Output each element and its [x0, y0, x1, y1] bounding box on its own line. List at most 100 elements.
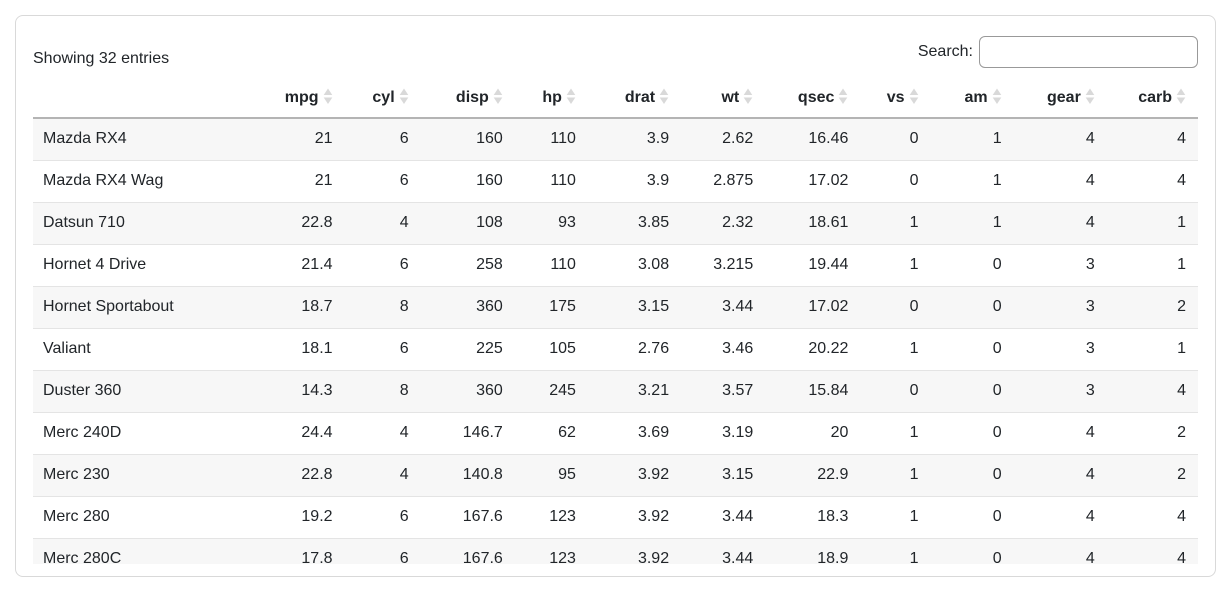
cell-am: 0	[930, 328, 1014, 371]
cell-qsec: 15.84	[765, 370, 861, 413]
cell-vs: 0	[860, 160, 931, 203]
cell-rowname: Hornet 4 Drive	[33, 244, 244, 287]
search-label: Search:	[917, 43, 973, 60]
cell-carb: 4	[1106, 370, 1198, 413]
cell-gear: 4	[1013, 118, 1107, 161]
cell-qsec: 18.9	[765, 538, 861, 564]
cell-qsec: 22.9	[765, 454, 861, 497]
column-header-disp[interactable]: disp	[420, 82, 515, 119]
sort-up-down-icon	[659, 88, 669, 104]
column-header-label: gear	[1047, 89, 1081, 106]
search-input[interactable]	[979, 36, 1198, 68]
cell-rowname: Valiant	[33, 328, 244, 371]
cell-cyl: 8	[344, 286, 421, 329]
cell-carb: 2	[1106, 454, 1198, 497]
cell-am: 0	[930, 538, 1014, 564]
cell-disp: 108	[420, 202, 515, 245]
cell-cyl: 6	[344, 328, 421, 371]
column-header-qsec[interactable]: qsec	[765, 82, 861, 119]
cell-vs: 0	[860, 118, 931, 161]
cell-drat: 3.9	[587, 118, 682, 161]
cell-am: 0	[930, 454, 1014, 497]
cell-hp: 123	[514, 538, 588, 564]
cell-am: 1	[930, 160, 1014, 203]
table-row: Hornet 4 Drive 21.4 6 258 110 3.08 3.215 19.44 1…	[33, 244, 1198, 287]
column-header-carb[interactable]: carb	[1106, 82, 1198, 119]
table-row: Merc 280 19.2 6 167.6 123 3.92 3.44 18.3 1 0 4 4	[33, 496, 1198, 539]
cell-carb: 4	[1106, 496, 1198, 539]
cell-qsec: 17.02	[765, 160, 861, 203]
cell-rowname: Mazda RX4	[33, 118, 244, 161]
cell-hp: 245	[514, 370, 588, 413]
cell-gear: 4	[1013, 496, 1107, 539]
cell-vs: 1	[860, 244, 931, 287]
cell-vs: 0	[860, 370, 931, 413]
sort-up-down-icon	[399, 88, 408, 104]
cell-wt: 3.46	[681, 328, 766, 371]
table-row: Valiant 18.1 6 225 105 2.76 3.46 20.22 1 0 3 1	[33, 328, 1198, 371]
cell-disp: 225	[420, 328, 515, 371]
cell-disp: 160	[420, 160, 515, 203]
cell-gear: 4	[1013, 160, 1107, 203]
column-header-drat[interactable]: drat	[587, 82, 682, 119]
cell-cyl: 6	[344, 538, 421, 564]
column-header-label: disp	[455, 89, 489, 106]
column-header-cyl[interactable]: cyl	[344, 82, 421, 119]
sort-up-down-icon	[493, 88, 503, 104]
cell-disp: 160	[420, 118, 515, 161]
cell-gear: 3	[1013, 244, 1107, 287]
cell-mpg: 24.4	[243, 412, 345, 455]
column-header-mpg[interactable]: mpg	[243, 82, 345, 119]
cell-wt: 3.15	[681, 454, 766, 497]
cell-hp: 110	[514, 118, 588, 161]
cell-carb: 2	[1106, 412, 1198, 455]
column-header-rownames	[33, 82, 244, 119]
cell-mpg: 22.8	[243, 454, 345, 497]
cell-drat: 3.92	[587, 496, 682, 539]
cell-mpg: 17.8	[243, 538, 345, 564]
cell-gear: 4	[1013, 538, 1107, 564]
table-row: Hornet Sportabout 18.7 8 360 175 3.15 3.44 17.0…	[33, 286, 1198, 329]
cell-am: 0	[930, 370, 1014, 413]
cell-mpg: 18.7	[243, 286, 345, 329]
sort-up-down-icon	[323, 88, 332, 104]
cell-wt: 3.44	[681, 286, 766, 329]
column-header-label: carb	[1138, 89, 1172, 106]
sort-up-down-icon	[992, 88, 1001, 104]
cell-gear: 3	[1013, 286, 1107, 329]
table-scroll-body[interactable]: mpg cyl disp hp drat wt qsec vs am gear carb Mazda…	[33, 82, 1198, 564]
cell-gear: 3	[1013, 328, 1107, 371]
cell-wt: 2.875	[681, 160, 766, 203]
cell-disp: 167.6	[420, 538, 515, 564]
cell-rowname: Datsun 710	[33, 202, 244, 245]
cell-qsec: 20	[765, 412, 861, 455]
cell-vs: 1	[860, 496, 931, 539]
cell-rowname: Merc 230	[33, 454, 244, 497]
cell-gear: 3	[1013, 370, 1107, 413]
cell-disp: 140.8	[420, 454, 515, 497]
cell-hp: 123	[514, 496, 588, 539]
cell-carb: 2	[1106, 286, 1198, 329]
cell-mpg: 19.2	[243, 496, 345, 539]
cell-carb: 4	[1106, 118, 1198, 161]
table-row: Mazda RX4 21 6 160 110 3.9 2.62 16.46 0 1 4 4	[33, 118, 1198, 161]
cell-hp: 175	[514, 286, 588, 329]
column-header-vs[interactable]: vs	[860, 82, 931, 119]
column-header-label: cyl	[372, 89, 395, 106]
cell-am: 0	[930, 412, 1014, 455]
cell-disp: 146.7	[420, 412, 515, 455]
cell-cyl: 6	[344, 160, 421, 203]
cell-mpg: 21	[243, 118, 345, 161]
column-header-label: hp	[542, 89, 562, 106]
cell-wt: 3.44	[681, 538, 766, 564]
column-header-gear[interactable]: gear	[1013, 82, 1107, 119]
cell-wt: 3.215	[681, 244, 766, 287]
column-header-am[interactable]: am	[930, 82, 1014, 119]
column-header-wt[interactable]: wt	[681, 82, 766, 119]
cell-drat: 3.69	[587, 412, 682, 455]
cell-rowname: Hornet Sportabout	[33, 286, 244, 329]
column-header-hp[interactable]: hp	[514, 82, 588, 119]
cell-carb: 4	[1106, 160, 1198, 203]
cell-drat: 3.9	[587, 160, 682, 203]
cell-carb: 1	[1106, 328, 1198, 371]
